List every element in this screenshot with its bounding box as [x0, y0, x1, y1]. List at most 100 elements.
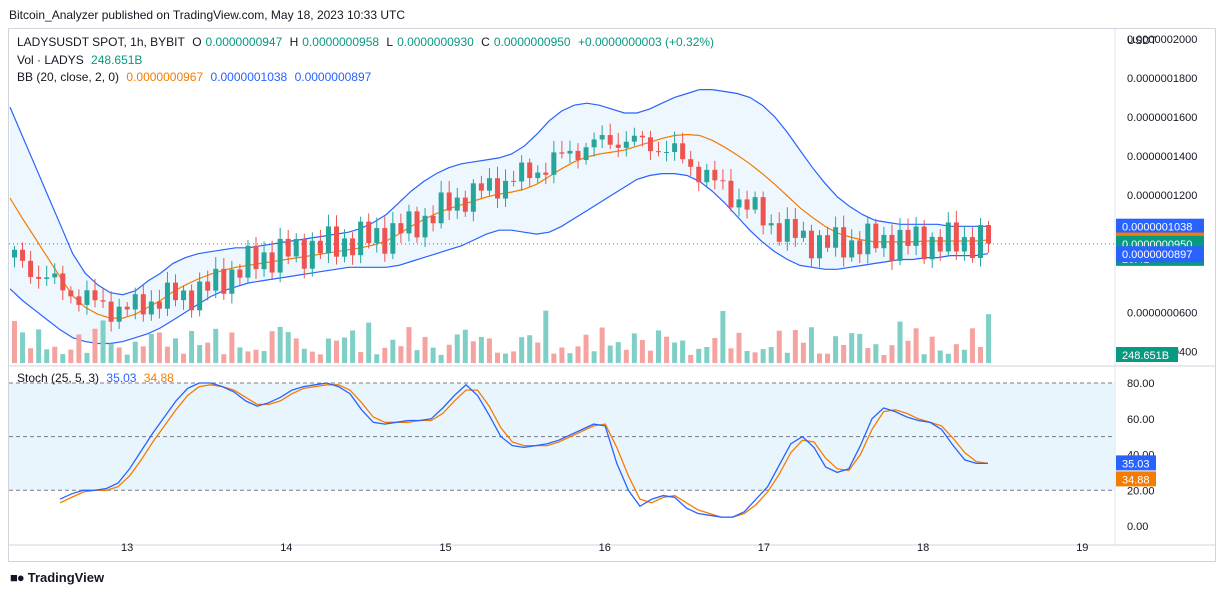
volume-bar: [173, 338, 178, 363]
bb-fill: [10, 89, 988, 344]
candle-body: [374, 228, 380, 243]
volume-bar: [245, 351, 251, 363]
bb-upper-tag-bg: [1116, 218, 1204, 235]
bb-lower-line: [9, 173, 989, 345]
bb-legend: BB (20, close, 2, 0) 0.0000000967 0.0000…: [17, 70, 375, 84]
volume-bar: [567, 353, 573, 363]
bb-upper-tag: 0.0000001038: [1122, 222, 1192, 234]
candle-body: [752, 197, 758, 210]
candle-body: [116, 306, 122, 322]
bb-upper-value: 0.0000001038: [210, 70, 288, 84]
volume-bar: [422, 336, 428, 363]
candle-body: [575, 150, 581, 160]
volume-bar: [688, 354, 694, 363]
candle-body: [148, 301, 154, 315]
volume-bar: [116, 347, 122, 363]
volume-bar: [205, 342, 211, 363]
candle-body: [535, 172, 541, 179]
candle-body: [229, 269, 235, 294]
candle-body: [696, 166, 702, 183]
stoch-label: Stoch (25, 5, 3): [17, 371, 100, 385]
candle-body: [551, 152, 557, 175]
volume-bar: [800, 342, 806, 363]
volume-bar: [656, 330, 661, 363]
volume-bar: [615, 342, 621, 363]
close-label: C: [481, 35, 490, 49]
stoch-tick-label: 80.00: [1127, 378, 1155, 390]
volume-bar: [978, 346, 983, 363]
time-tick-label: 15: [439, 542, 451, 554]
candle-body: [784, 219, 790, 242]
volume-bar: [929, 336, 935, 363]
candle-body: [744, 199, 750, 210]
candle-body: [382, 228, 388, 254]
volume-bar: [277, 326, 283, 363]
candle-body: [503, 180, 509, 199]
volume-bar: [591, 351, 597, 363]
symbol-label: LADYSUSDT SPOT, 1h, BYBIT: [17, 35, 185, 49]
volume-bar: [986, 314, 992, 363]
candle-body: [124, 306, 130, 310]
volume-bar: [406, 327, 412, 363]
candle-body: [156, 301, 162, 309]
volume-bar: [535, 342, 541, 363]
candle-body: [317, 240, 323, 254]
bb-label: BB (20, close, 2, 0): [17, 70, 120, 84]
candle-body: [325, 226, 331, 254]
price-tick-label: 0.0000002000: [1127, 34, 1197, 46]
candle-body: [221, 268, 227, 294]
stoch-d-tag-bg: [1116, 471, 1156, 487]
volume-bar: [132, 341, 138, 363]
volume-bar: [744, 350, 750, 363]
candle-body: [470, 183, 476, 212]
volume-bar: [366, 322, 372, 363]
volume-bar: [60, 354, 66, 363]
volume-bar: [889, 345, 895, 363]
candle-body: [720, 180, 726, 182]
volume-bar: [164, 346, 170, 363]
candle-body: [639, 135, 645, 138]
candle-body: [905, 229, 911, 246]
volume-bar: [897, 321, 903, 363]
candle-body: [792, 219, 798, 238]
volume-bar: [478, 336, 484, 363]
volume-bar: [865, 348, 871, 363]
candle-body: [873, 223, 879, 249]
candle-body: [269, 252, 275, 273]
volume-bar: [776, 330, 782, 363]
volume-bar: [293, 338, 299, 363]
time-tick-label: 13: [121, 542, 133, 554]
volume-bar: [20, 332, 26, 363]
stoch-k-tag: 35.03: [1122, 458, 1150, 470]
candle-body: [253, 245, 259, 270]
open-value: 0.0000000947: [205, 35, 283, 49]
candle-body: [92, 290, 98, 301]
volume-bar: [108, 343, 114, 363]
candle-body: [44, 277, 50, 279]
footer-brand[interactable]: ■● TradingView: [10, 570, 104, 585]
candle-body: [881, 234, 887, 249]
candle-body: [108, 301, 114, 322]
candle-body: [100, 300, 106, 302]
bb-basis-value: 0.0000000967: [126, 70, 204, 84]
candle-body: [68, 290, 74, 297]
stoch-legend: Stoch (25, 5, 3) 35.03 34.88: [17, 371, 178, 385]
volume-bar: [430, 347, 436, 363]
volume-bar: [350, 330, 356, 363]
candle-body: [599, 135, 605, 140]
stoch-d-tag: 34.88: [1122, 474, 1150, 486]
candle-body: [277, 238, 283, 273]
volume-bar: [808, 327, 814, 363]
stoch-tick-label: 20.00: [1127, 485, 1155, 497]
candle-body: [543, 172, 549, 175]
candle-body: [28, 260, 34, 277]
stoch-k-tag-bg: [1116, 455, 1156, 471]
volume-bar: [237, 347, 243, 363]
candle-body: [704, 169, 710, 183]
volume-bar: [519, 337, 525, 363]
candle-body: [736, 199, 742, 208]
open-label: O: [192, 35, 202, 49]
candle-body: [969, 237, 975, 259]
candle-body: [462, 197, 468, 212]
